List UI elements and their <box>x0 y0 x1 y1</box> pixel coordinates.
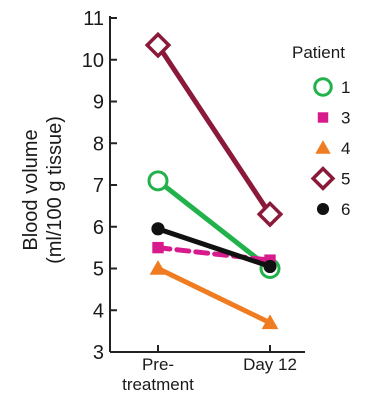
legend-label: 6 <box>341 200 350 219</box>
legend-marker <box>317 112 329 123</box>
series-5 <box>144 31 284 228</box>
y-tick-label: 4 <box>93 300 104 322</box>
x-category-label: Day 12 <box>243 355 297 374</box>
data-point <box>263 259 277 274</box>
series-layer <box>144 31 284 330</box>
legend-title: Patient <box>292 43 345 62</box>
series-6 <box>151 222 277 274</box>
x-category-label: Pre-treatment <box>122 355 194 394</box>
y-tick-label: 3 <box>93 342 104 364</box>
data-point <box>151 222 165 236</box>
legend-item-1: 1 <box>313 77 350 97</box>
y-tick-label: 6 <box>93 217 104 239</box>
data-point <box>256 200 284 228</box>
legend-label: 5 <box>341 170 350 189</box>
legend-item-3: 3 <box>317 109 350 128</box>
series-4 <box>149 260 279 330</box>
y-tick-label: 10 <box>82 50 104 72</box>
series-line <box>155 178 273 271</box>
legend: Patient 1 3 4 5 6 <box>292 43 350 219</box>
legend-item-6: 6 <box>316 200 350 219</box>
y-axis-title-line2: (ml/100 g tissue) <box>44 116 66 264</box>
data-point <box>147 170 169 192</box>
y-tick-label: 8 <box>93 133 104 155</box>
legend-label: 4 <box>341 139 350 158</box>
series-line <box>155 226 273 269</box>
y-axis-title-line1: Blood volume <box>20 129 42 250</box>
y-tick-label: 11 <box>83 8 104 30</box>
series-line <box>155 266 273 326</box>
legend-label: 1 <box>341 78 350 97</box>
legend-marker <box>310 166 336 191</box>
y-tick-label: 5 <box>93 259 104 281</box>
legend-marker <box>315 140 331 154</box>
legend-item-4: 4 <box>315 139 350 158</box>
legend-marker <box>313 77 333 97</box>
series-line <box>155 42 273 217</box>
data-point <box>261 314 279 330</box>
legend-label: 3 <box>341 109 350 128</box>
data-point <box>149 260 167 275</box>
legend-marker <box>316 202 330 216</box>
data-point <box>144 31 172 59</box>
data-point <box>152 241 164 254</box>
legend-item-5: 5 <box>310 166 350 191</box>
y-tick-label: 7 <box>93 175 104 197</box>
axes: 3 4 5 6 7 8 9 10 11 Pre-treatment Day 12 <box>82 8 305 394</box>
y-tick-label: 9 <box>93 92 104 114</box>
